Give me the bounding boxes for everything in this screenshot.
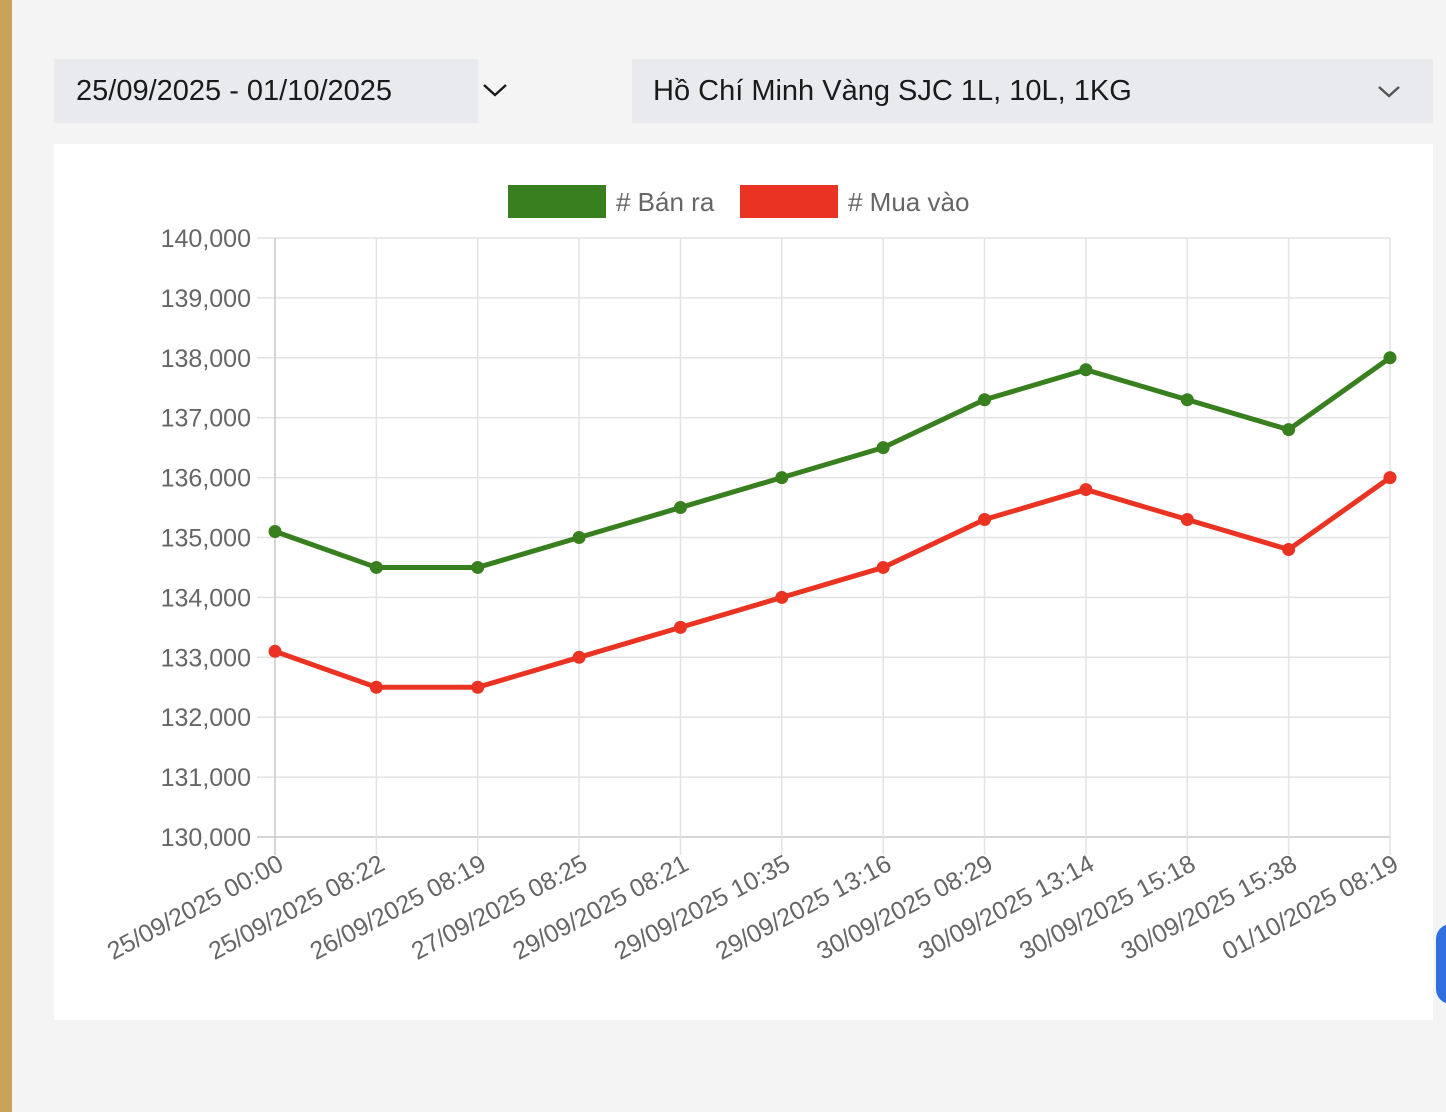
- data-point-mua-vao[interactable]: [268, 644, 282, 658]
- price-chart-card: 130,000 131,000 132,000 133,000 134,000 135,0…: [54, 144, 1433, 1020]
- y-tick-label: 135,000: [161, 525, 251, 553]
- data-point-mua-vao[interactable]: [1282, 542, 1296, 556]
- legend-swatch[interactable]: [508, 185, 606, 218]
- data-point-ban-ra[interactable]: [471, 560, 485, 574]
- left-accent-strip: [0, 0, 12, 1112]
- y-tick-label: 132,000: [161, 704, 251, 732]
- data-point-mua-vao[interactable]: [1180, 513, 1194, 527]
- data-point-mua-vao[interactable]: [1383, 471, 1397, 485]
- y-tick-label: 133,000: [161, 644, 251, 672]
- data-point-ban-ra[interactable]: [775, 471, 789, 485]
- y-tick-label: 137,000: [161, 405, 251, 433]
- x-tick-label: 29/09/2025 08:21: [508, 850, 693, 966]
- x-tick-label: 26/09/2025 08:19: [306, 850, 491, 966]
- x-tick-label: 25/09/2025 08:22: [204, 850, 389, 966]
- data-point-mua-vao[interactable]: [978, 513, 992, 527]
- x-tick-label: 27/09/2025 08:25: [407, 850, 592, 966]
- series-line-mua-vao: [274, 475, 1392, 690]
- data-point-ban-ra[interactable]: [369, 560, 383, 574]
- data-point-ban-ra[interactable]: [572, 531, 586, 544]
- legend-label[interactable]: # Mua vào: [848, 187, 969, 217]
- chevron-down-icon: [483, 84, 507, 97]
- date-range-value: 25/09/2025 - 01/10/2025: [76, 75, 393, 107]
- product-value: Hồ Chí Minh Vàng SJC 1L, 10L, 1KG: [653, 75, 1132, 107]
- x-tick-label: 25/09/2025 00:00: [103, 850, 288, 966]
- y-tick-label: 130,000: [161, 824, 251, 852]
- data-point-ban-ra[interactable]: [876, 441, 890, 455]
- data-point-ban-ra[interactable]: [1282, 423, 1296, 437]
- data-point-mua-vao[interactable]: [369, 680, 383, 694]
- legend-label[interactable]: # Bán ra: [616, 187, 715, 217]
- x-tick-label: 30/09/2025 08:29: [812, 850, 997, 966]
- legend-swatch[interactable]: [740, 185, 838, 218]
- x-tick-label: 01/10/2025 08:19: [1218, 850, 1403, 966]
- x-tick-label: 29/09/2025 13:16: [711, 850, 896, 966]
- data-point-mua-vao[interactable]: [572, 650, 586, 664]
- y-tick-label: 131,000: [161, 764, 251, 792]
- product-select[interactable]: Hồ Chí Minh Vàng SJC 1L, 10L, 1KG: [632, 59, 1433, 123]
- date-range-select[interactable]: 25/09/2025 - 01/10/2025: [54, 59, 507, 123]
- floating-action-button[interactable]: [1436, 924, 1446, 1004]
- y-tick-label: 140,000: [161, 225, 251, 253]
- chevron-down-icon: [1378, 86, 1400, 98]
- data-point-ban-ra[interactable]: [1383, 351, 1397, 365]
- data-point-ban-ra[interactable]: [268, 525, 282, 539]
- data-point-mua-vao[interactable]: [876, 560, 890, 574]
- data-point-ban-ra[interactable]: [1180, 393, 1194, 407]
- x-tick-label: 30/09/2025 15:38: [1116, 850, 1301, 966]
- series-line-ban-ra: [274, 355, 1392, 570]
- data-point-ban-ra[interactable]: [1079, 363, 1093, 377]
- data-point-ban-ra[interactable]: [978, 393, 992, 407]
- data-point-mua-vao[interactable]: [1079, 483, 1093, 497]
- data-point-mua-vao[interactable]: [673, 620, 687, 634]
- x-tick-label: 30/09/2025 15:18: [1015, 850, 1200, 966]
- x-tick-label: 29/09/2025 10:35: [610, 850, 795, 966]
- y-tick-label: 138,000: [161, 345, 251, 373]
- data-point-mua-vao[interactable]: [775, 590, 789, 604]
- x-tick-label: 30/09/2025 13:14: [914, 850, 1099, 966]
- y-tick-label: 134,000: [161, 584, 251, 612]
- y-tick-label: 136,000: [161, 465, 251, 493]
- y-tick-label: 139,000: [161, 285, 251, 313]
- data-point-mua-vao[interactable]: [471, 680, 485, 694]
- data-point-ban-ra[interactable]: [673, 501, 687, 515]
- price-line-chart: 130,000 131,000 132,000 133,000 134,000 135,0…: [103, 185, 1403, 966]
